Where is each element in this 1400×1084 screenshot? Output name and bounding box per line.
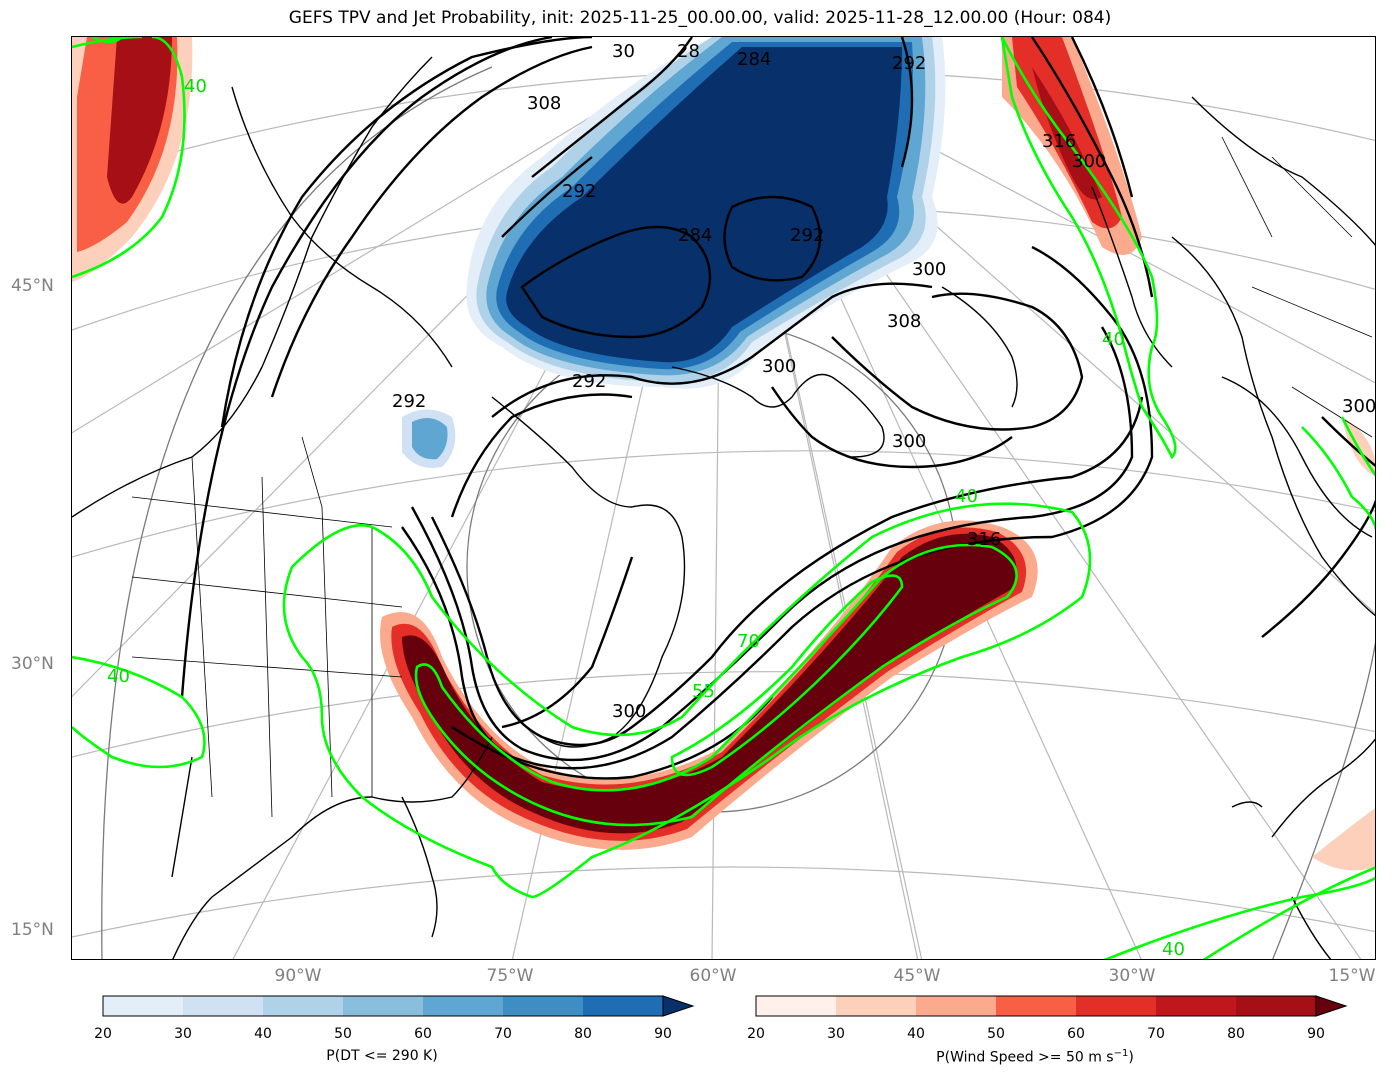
colorbar-tick-label: 90 [654,1026,672,1042]
figure-title: GEFS TPV and Jet Probability, init: 2025… [288,8,1112,28]
theta-label: 284 [737,49,771,70]
theta-label: 308 [887,311,921,332]
colorbar-tick-label: 40 [254,1026,272,1042]
colorbar-segment [423,996,503,1016]
colorbar-extend-triangle [1315,995,1348,1017]
colorbar-extend-triangle [662,995,695,1017]
colorbar-tick-label: 20 [94,1026,112,1042]
jet-label: 40 [107,666,130,687]
lat-label: 45°N [11,276,54,296]
jet-label: 40 [1162,939,1185,960]
jet-colorbar [755,995,1348,1017]
theta-label: 292 [572,371,606,392]
jet-colorbar-swatches [755,995,1348,1017]
lon-label: 60°W [689,966,737,986]
colorbar-segment [503,996,583,1016]
jet-label: 70 [737,631,760,652]
tpv-colorbar [102,995,695,1017]
lon-label: 90°W [274,966,322,986]
jet-label: 55 [692,681,715,702]
theta-contour-labels: 308 300 284 292 292 300 308 300 292 292 … [392,41,1376,722]
theta-label: 284 [678,225,712,246]
tpv-colorbar-label: P(DT <= 290 K) [326,1048,438,1064]
theta-label: 300 [1342,396,1376,417]
colorbar-segment [836,996,916,1016]
colorbar-segment [583,996,663,1016]
jet-probability-field [72,37,1375,871]
colorbar-tick-label: 30 [174,1026,192,1042]
lat-label: 30°N [11,654,54,674]
theta-label: 292 [562,181,596,202]
map-canvas: 308 300 284 292 292 300 308 300 292 292 … [72,37,1376,960]
theta-label: 316 [1042,131,1076,152]
colorbar-tick-label: 30 [827,1026,845,1042]
theta-label: 292 [892,53,926,74]
colorbar-tick-label: 80 [1227,1026,1245,1042]
map-panel: 308 300 284 292 292 300 308 300 292 292 … [71,36,1376,960]
colorbar-segment [1236,996,1316,1016]
theta-label: 30 [612,41,635,62]
theta-label: 300 [892,431,926,452]
jet-colorbar-label-exponent: −1 [1113,1048,1129,1059]
state-borders [131,136,1373,818]
lon-label: 75°W [486,966,534,986]
jet-contours [72,37,1375,959]
theta-label: 300 [1072,151,1106,172]
lon-label: 45°W [893,966,941,986]
tpv-colorbar-swatches [102,995,695,1017]
colorbar-tick-label: 70 [494,1026,512,1042]
theta-label: 28 [677,41,700,62]
colorbar-segment [756,996,836,1016]
colorbar-outline [755,995,1317,1017]
colorbar-tick-label: 50 [334,1026,352,1042]
colorbar-tick-label: 60 [414,1026,432,1042]
colorbar-tick-label: 80 [574,1026,592,1042]
colorbar-segment [1076,996,1156,1016]
colorbar-tick-label: 60 [1067,1026,1085,1042]
lon-label: 30°W [1108,966,1156,986]
colorbar-tick-label: 20 [747,1026,765,1042]
colorbar-segment [343,996,423,1016]
jet-label: 40 [1102,329,1125,350]
jet-colorbar-label-close: ) [1128,1049,1134,1066]
lon-label: 15°W [1328,966,1376,986]
colorbar-tick-label: 70 [1147,1026,1165,1042]
colorbar-segment [103,996,183,1016]
lat-label: 15°N [11,920,54,940]
colorbar-tick-label: 40 [907,1026,925,1042]
theta-label: 300 [912,259,946,280]
colorbar-outline [102,995,664,1017]
colorbar-segment [916,996,996,1016]
theta-label: 292 [392,391,426,412]
theta-label: 292 [790,225,824,246]
colorbar-segment [1156,996,1236,1016]
jet-label: 40 [184,76,207,97]
theta-label: 300 [612,701,646,722]
colorbar-segment [183,996,263,1016]
colorbar-tick-label: 50 [987,1026,1005,1042]
jet-colorbar-label: P(Wind Speed >= 50 m s−1) [936,1048,1134,1066]
colorbar-tick-label: 90 [1307,1026,1325,1042]
colorbar-segment [263,996,343,1016]
coastlines [72,56,1375,959]
jet-label: 40 [955,486,978,507]
jet-colorbar-label-text: P(Wind Speed >= 50 m s [936,1049,1114,1066]
jet-contour-labels: 40 40 40 40 55 70 40 [107,76,1185,960]
theta-label: 300 [762,356,796,377]
colorbar-segment [996,996,1076,1016]
theta-label: 308 [527,93,561,114]
theta-label: 316 [967,529,1001,550]
